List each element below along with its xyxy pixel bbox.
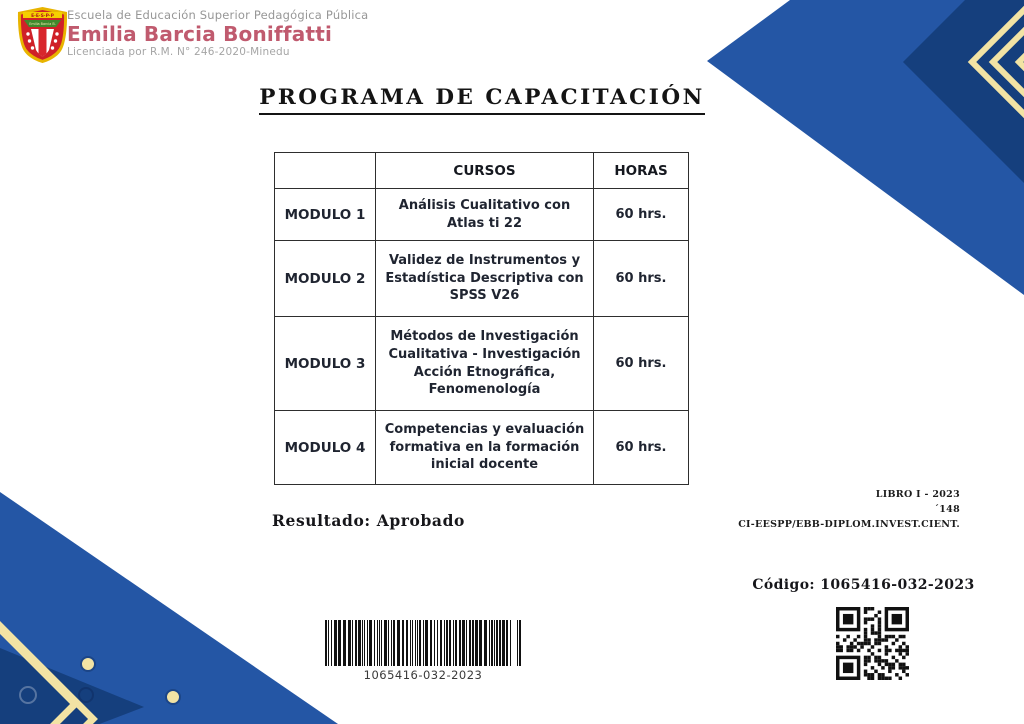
- title-wrap: PROGRAMA DE CAPACITACIÓN: [252, 85, 712, 115]
- course-cell: Competencias y evaluación formativa en l…: [375, 410, 594, 485]
- table-row: MODULO 3 Métodos de Investigación Cualita…: [274, 316, 689, 411]
- registry-folio: ´148: [934, 504, 960, 515]
- header-text-block: Escuela de Educación Superior Pedagógica…: [67, 9, 368, 58]
- school-type-label: Escuela de Educación Superior Pedagógica…: [67, 8, 369, 22]
- table-row: MODULO 1 Análisis Cualitativo con Atlas t…: [274, 188, 689, 241]
- svg-text:Emilia Barcia B.: Emilia Barcia B.: [29, 22, 56, 26]
- svg-text:E·E·S·P·P: E·E·S·P·P: [31, 13, 55, 19]
- page-title: PROGRAMA DE CAPACITACIÓN: [259, 85, 705, 115]
- barcode: 1065416-032-2023: [325, 620, 521, 682]
- hours-cell: 60 hrs.: [593, 410, 689, 485]
- corner-decoration-top-right: [707, 0, 1024, 295]
- module-cell: MODULO 1: [274, 188, 376, 241]
- school-name: Emilia Barcia Boniffatti: [67, 21, 333, 46]
- module-cell: MODULO 2: [274, 240, 376, 317]
- program-table: CURSOS HORAS MODULO 1 Análisis Cualitativ…: [274, 152, 689, 485]
- qr-code-icon: [836, 607, 909, 680]
- barcode-number: 1065416-032-2023: [363, 668, 483, 682]
- table-row: MODULO 4 Competencias y evaluación format…: [274, 410, 689, 485]
- table-row: MODULO 2 Validez de Instrumentos y Estadí…: [274, 240, 689, 317]
- course-cell: Validez de Instrumentos y Estadística De…: [375, 240, 594, 317]
- table-header-empty: [274, 152, 376, 189]
- codigo-text: Código: 1065416-032-2023: [752, 577, 975, 593]
- school-logo-icon: E·E·S·P·P Emilia Barcia B.: [17, 7, 68, 63]
- barcode-icon: [325, 620, 521, 666]
- table-header-cursos: CURSOS: [375, 152, 594, 189]
- table-header-row: CURSOS HORAS: [274, 152, 689, 189]
- registry-book: LIBRO I - 2023: [875, 489, 960, 500]
- hours-cell: 60 hrs.: [593, 316, 689, 411]
- registry-code: CI-EESPP/EBB-DIPLOM.INVEST.CIENT.: [738, 519, 960, 530]
- table-header-horas: HORAS: [593, 152, 689, 189]
- school-license: Licenciada por R.M. N° 246-2020-Minedu: [67, 45, 290, 58]
- registry-block: LIBRO I - 2023 ´148 CI-EESPP/EBB-DIPLOM.…: [640, 487, 960, 532]
- module-cell: MODULO 3: [274, 316, 376, 411]
- result-text: Resultado: Aprobado: [272, 511, 465, 530]
- hours-cell: 60 hrs.: [593, 240, 689, 317]
- hours-cell: 60 hrs.: [593, 188, 689, 241]
- corner-decoration-bottom-left: [0, 492, 338, 724]
- module-cell: MODULO 4: [274, 410, 376, 485]
- course-cell: Métodos de Investigación Cualitativa - I…: [375, 316, 594, 411]
- course-cell: Análisis Cualitativo con Atlas ti 22: [375, 188, 594, 241]
